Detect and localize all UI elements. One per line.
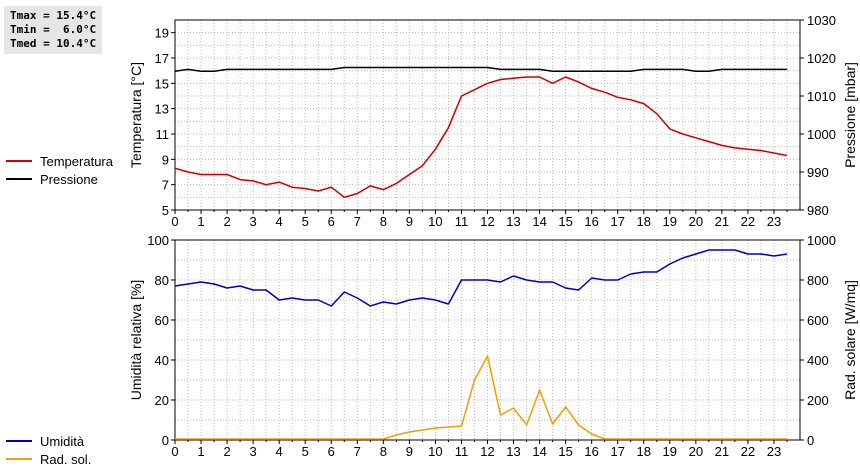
top-xtick-label: 2: [223, 214, 230, 229]
bottom-xtick-label: 10: [428, 444, 442, 459]
bottom-xtick-label: 0: [171, 444, 178, 459]
top-xtick-label: 1: [197, 214, 204, 229]
top-ytick-right-label: 1000: [807, 127, 836, 142]
bottom-xtick-label: 14: [532, 444, 546, 459]
bottom-xtick-label: 3: [250, 444, 257, 459]
top-ylabel-left: Temperatura [°C]: [128, 62, 144, 168]
bottom-xtick-label: 12: [480, 444, 494, 459]
bottom-ylabel-left: Umidità relativa [%]: [128, 280, 144, 401]
top-xtick-label: 7: [354, 214, 361, 229]
bottom-xtick-label: 11: [455, 444, 469, 459]
bottom-series-umidit: [174, 249, 788, 307]
bottom-xtick-label: 8: [380, 444, 387, 459]
top-xtick-label: 12: [480, 214, 494, 229]
top-ytick-label: 15: [155, 76, 169, 91]
top-series-temperatura: [174, 76, 788, 199]
top-xtick-label: 10: [428, 214, 442, 229]
top-xtick-label: 18: [637, 214, 651, 229]
bottom-xtick-label: 15: [558, 444, 572, 459]
top-ytick-label: 5: [162, 203, 169, 218]
bottom-ytick-label: 80: [155, 273, 169, 288]
bottom-xtick-label: 4: [276, 444, 283, 459]
bottom-xtick-label: 5: [302, 444, 309, 459]
bottom-xtick-label: 19: [663, 444, 677, 459]
legend-label-pressure: Pressione: [40, 171, 98, 187]
legend-item-pressure: Pressione: [6, 170, 113, 188]
bottom-xtick-label: 18: [637, 444, 651, 459]
bottom-series-rad-sol: [175, 355, 787, 440]
bottom-ytick-right-label: 600: [807, 313, 829, 328]
bottom-xtick-label: 1: [197, 444, 204, 459]
top-ytick-right-label: 1020: [807, 51, 836, 66]
bottom-ytick-right-label: 200: [807, 393, 829, 408]
bottom-ytick-label: 20: [155, 393, 169, 408]
stat-tmax: Tmax = 15.4°C: [10, 9, 97, 22]
legend-swatch-humidity: [6, 440, 32, 442]
legend-label-humidity: Umidità: [40, 433, 85, 449]
bottom-ytick-label: 100: [147, 233, 169, 248]
stats-box: Tmax = 15.4°C Tmin = 6.0°C Tmed = 10.4°C: [4, 6, 103, 54]
bottom-xtick-label: 7: [354, 444, 361, 459]
legend-label-temperature: Temperatura: [40, 153, 113, 169]
top-xtick-label: 16: [584, 214, 598, 229]
bottom-xtick-label: 17: [610, 444, 624, 459]
top-ytick-right-label: 990: [807, 165, 829, 180]
top-xtick-label: 22: [741, 214, 755, 229]
top-xtick-label: 15: [558, 214, 572, 229]
top-series-pressione: [174, 66, 787, 73]
top-xtick-label: 3: [250, 214, 257, 229]
bottom-xtick-label: 20: [689, 444, 703, 459]
bottom-xtick-label: 9: [406, 444, 413, 459]
top-ylabel-right: Pressione [mbar]: [842, 62, 858, 168]
top-xtick-label: 23: [767, 214, 781, 229]
top-ytick-label: 7: [162, 178, 169, 193]
bottom-ytick-label: 0: [162, 433, 169, 448]
top-ytick-label: 9: [162, 152, 169, 167]
bottom-ylabel-right: Rad. solare [W/mq]: [842, 280, 858, 400]
top-ytick-label: 17: [155, 51, 169, 66]
bottom-xtick-label: 6: [328, 444, 335, 459]
bottom-ytick-right-label: 0: [807, 433, 814, 448]
top-xtick-label: 4: [276, 214, 283, 229]
bottom-xtick-label: 22: [741, 444, 755, 459]
top-ytick-label: 19: [155, 26, 169, 41]
bottom-ytick-right-label: 1000: [807, 233, 836, 248]
legend-swatch-temperature: [6, 160, 32, 162]
bottom-xtick-label: 21: [715, 444, 729, 459]
bottom-xtick-label: 2: [223, 444, 230, 459]
bottom-ytick-label: 60: [155, 313, 169, 328]
top-xtick-label: 0: [171, 214, 178, 229]
legend-swatch-solar: [6, 458, 32, 460]
top-xtick-label: 5: [302, 214, 309, 229]
bottom-ytick-label: 40: [155, 353, 169, 368]
bottom-xtick-label: 16: [584, 444, 598, 459]
legend-item-humidity: Umidità: [6, 432, 91, 450]
bottom-xtick-label: 23: [767, 444, 781, 459]
bottom-ytick-right-label: 800: [807, 273, 829, 288]
legend-swatch-pressure: [6, 178, 32, 180]
top-xtick-label: 19: [663, 214, 677, 229]
bottom-xtick-label: 13: [506, 444, 520, 459]
top-ytick-right-label: 1030: [807, 13, 836, 28]
top-ytick-right-label: 1010: [807, 89, 836, 104]
stat-tmin: Tmin = 6.0°C: [10, 23, 97, 36]
top-xtick-label: 14: [532, 214, 546, 229]
top-xtick-label: 6: [328, 214, 335, 229]
top-xtick-label: 11: [455, 214, 469, 229]
top-xtick-label: 20: [689, 214, 703, 229]
top-ytick-label: 13: [155, 102, 169, 117]
top-xtick-label: 17: [610, 214, 624, 229]
top-plot-frame: [174, 19, 801, 211]
legend-item-temperature: Temperatura: [6, 152, 113, 170]
bottom-ytick-right-label: 400: [807, 353, 829, 368]
top-xtick-label: 13: [506, 214, 520, 229]
top-xtick-label: 9: [406, 214, 413, 229]
top-ytick-right-label: 980: [807, 203, 829, 218]
top-xtick-label: 8: [380, 214, 387, 229]
legend-top: Temperatura Pressione: [6, 152, 113, 188]
top-ytick-label: 11: [156, 127, 170, 142]
top-xtick-label: 21: [715, 214, 729, 229]
stat-tmed: Tmed = 10.4°C: [10, 37, 97, 50]
